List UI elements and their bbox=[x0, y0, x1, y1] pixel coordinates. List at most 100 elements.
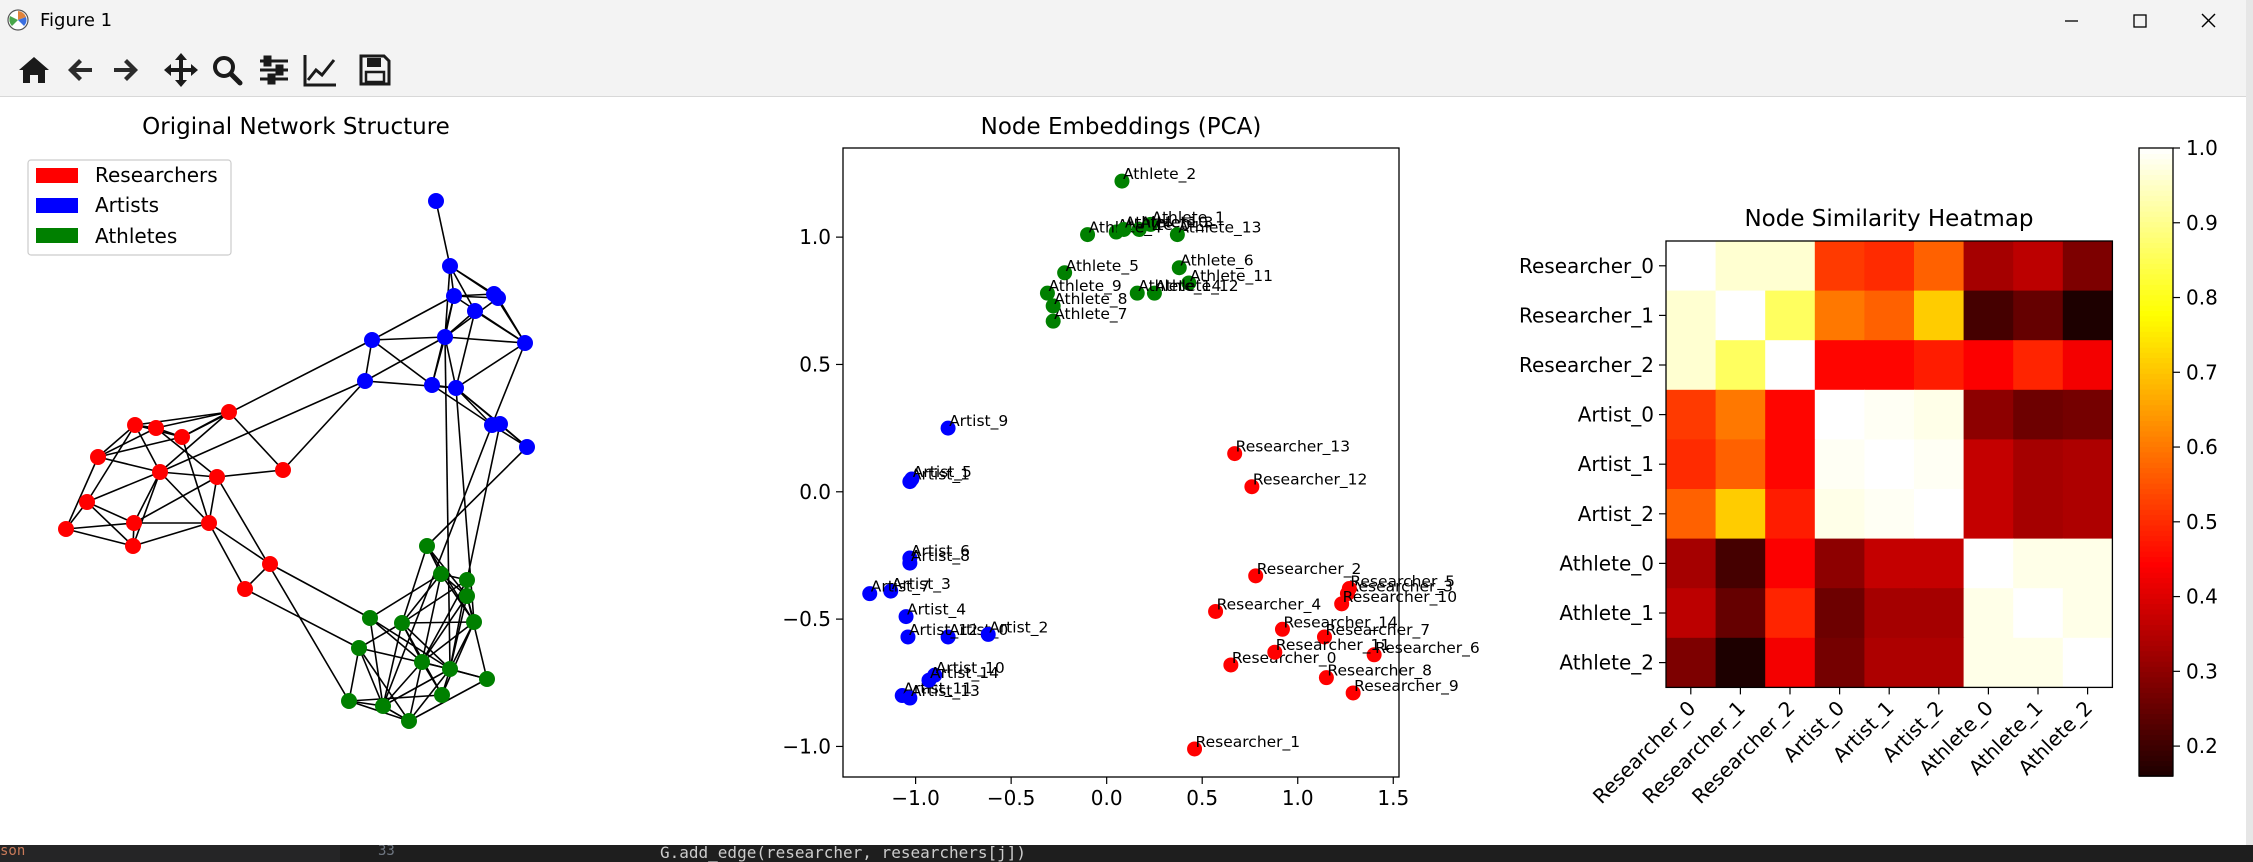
heatmap-cell bbox=[1715, 241, 1766, 292]
network-edge bbox=[369, 573, 442, 619]
save-button[interactable] bbox=[355, 50, 395, 90]
colorbar-segment bbox=[2139, 514, 2173, 521]
heatmap-cell bbox=[1963, 538, 2014, 589]
heatmap-cell bbox=[1914, 439, 1965, 490]
close-button[interactable] bbox=[2176, 0, 2242, 42]
pca-point-label-artist_14: Artist_14 bbox=[930, 664, 999, 683]
colorbar-segment bbox=[2139, 310, 2173, 317]
heatmap-cell bbox=[1963, 637, 2014, 688]
colorbar-segment bbox=[2139, 760, 2173, 767]
network-node-athlete bbox=[434, 687, 450, 703]
window-edge bbox=[2246, 0, 2253, 845]
maximize-button[interactable] bbox=[2107, 0, 2173, 42]
colorbar-segment bbox=[2139, 503, 2173, 510]
colorbar-segment bbox=[2139, 598, 2173, 605]
colorbar-segment bbox=[2139, 435, 2173, 442]
network-node-researcher bbox=[125, 538, 141, 554]
heatmap-cell bbox=[1914, 389, 1965, 440]
colorbar-segment bbox=[2139, 755, 2173, 762]
network-edge bbox=[97, 424, 136, 458]
network-edge bbox=[65, 522, 135, 530]
heatmap-cell bbox=[2062, 588, 2113, 639]
network-edge bbox=[364, 336, 446, 382]
network-node-artist bbox=[428, 193, 444, 209]
network-node-researcher bbox=[201, 515, 217, 531]
heatmap-cell bbox=[1814, 389, 1865, 440]
pca-point-researcher_1 bbox=[1187, 741, 1203, 757]
colorbar-segment bbox=[2139, 472, 2173, 479]
colorbar-segment bbox=[2139, 179, 2173, 186]
move-icon bbox=[164, 53, 198, 87]
pca-scatter-plot: Node Embeddings (PCA) Researcher_0Resear… bbox=[782, 114, 1479, 810]
colorbar-segment bbox=[2139, 263, 2173, 270]
network-edge bbox=[159, 411, 230, 473]
legend-swatch-researchers bbox=[36, 168, 78, 183]
pca-point-label-researcher_14: Researcher_14 bbox=[1283, 613, 1397, 632]
home-button[interactable] bbox=[14, 50, 54, 90]
colorbar-segment bbox=[2139, 493, 2173, 500]
colorbar-segment bbox=[2139, 399, 2173, 406]
pca-point-label-athlete_2: Athlete_2 bbox=[1123, 165, 1196, 184]
zoom-button[interactable] bbox=[207, 50, 247, 90]
subplots-button[interactable] bbox=[254, 50, 294, 90]
network-node-athlete bbox=[442, 661, 458, 677]
network-node-athlete bbox=[394, 615, 410, 631]
network-node-athlete bbox=[362, 610, 378, 626]
network-edge bbox=[134, 424, 161, 473]
pan-button[interactable] bbox=[161, 50, 201, 90]
colorbar-segment bbox=[2139, 456, 2173, 463]
colorbar-segment bbox=[2139, 420, 2173, 427]
heatmap-cell bbox=[1963, 290, 2014, 341]
colorbar-segment bbox=[2139, 550, 2173, 557]
heatmap-cell bbox=[1715, 489, 1766, 540]
network-node-researcher bbox=[152, 464, 168, 480]
colorbar-segment bbox=[2139, 441, 2173, 448]
network-node-artist bbox=[364, 332, 380, 348]
heatmap-cell bbox=[1666, 439, 1717, 490]
network-edge bbox=[97, 427, 157, 458]
colorbar-segment bbox=[2139, 409, 2173, 416]
navigation-toolbar bbox=[0, 42, 2253, 97]
colorbar-segment bbox=[2139, 519, 2173, 526]
network-node-researcher bbox=[127, 417, 143, 433]
network-node-artist bbox=[486, 286, 502, 302]
pca-y-tick-label: 0.0 bbox=[799, 480, 831, 504]
heatmap-cell bbox=[1715, 290, 1766, 341]
colorbar-segment bbox=[2139, 482, 2173, 489]
pca-x-tick-label: 1.0 bbox=[1282, 786, 1314, 810]
colorbar-segment bbox=[2139, 346, 2173, 353]
heatmap-cell bbox=[1765, 241, 1816, 292]
pca-point-label-researcher_11: Researcher_11 bbox=[1276, 636, 1390, 655]
editor-code-line: G.add_edge(researcher, researchers[j]) bbox=[660, 845, 1027, 862]
colorbar-segment bbox=[2139, 660, 2173, 667]
colorbar-segment bbox=[2139, 236, 2173, 243]
pca-point-researcher_12 bbox=[1244, 479, 1260, 495]
network-node-athlete bbox=[341, 693, 357, 709]
network-node-athlete bbox=[419, 538, 435, 554]
arrow-left-icon bbox=[68, 59, 92, 81]
heatmap-cell bbox=[1715, 340, 1766, 391]
network-edge bbox=[159, 471, 210, 524]
pca-point-label-athlete_10: Athlete_10 bbox=[1125, 213, 1208, 232]
pca-point-label-athlete_13: Athlete_13 bbox=[1178, 219, 1261, 238]
network-node-researcher bbox=[237, 581, 253, 597]
colorbar-segment bbox=[2139, 707, 2173, 714]
network-node-athlete bbox=[479, 671, 495, 687]
heatmap-row-label: Artist_2 bbox=[1578, 502, 1654, 526]
forward-button[interactable] bbox=[106, 50, 146, 90]
heatmap-cell bbox=[1765, 340, 1816, 391]
network-edge bbox=[369, 617, 423, 663]
network-edge bbox=[421, 621, 475, 663]
colorbar-segment bbox=[2139, 540, 2173, 547]
colorbar-segment bbox=[2139, 624, 2173, 631]
pca-point-athlete_3 bbox=[1131, 221, 1147, 237]
network-edge bbox=[364, 380, 457, 389]
minimize-button[interactable] bbox=[2038, 0, 2104, 42]
colorbar-segment bbox=[2139, 242, 2173, 249]
network-node-artist bbox=[517, 335, 533, 351]
network-edge bbox=[449, 265, 495, 295]
heatmap-row-label: Researcher_2 bbox=[1519, 353, 1654, 377]
edit-axis-button[interactable] bbox=[300, 50, 340, 90]
back-button[interactable] bbox=[60, 50, 100, 90]
colorbar-segment bbox=[2139, 247, 2173, 254]
